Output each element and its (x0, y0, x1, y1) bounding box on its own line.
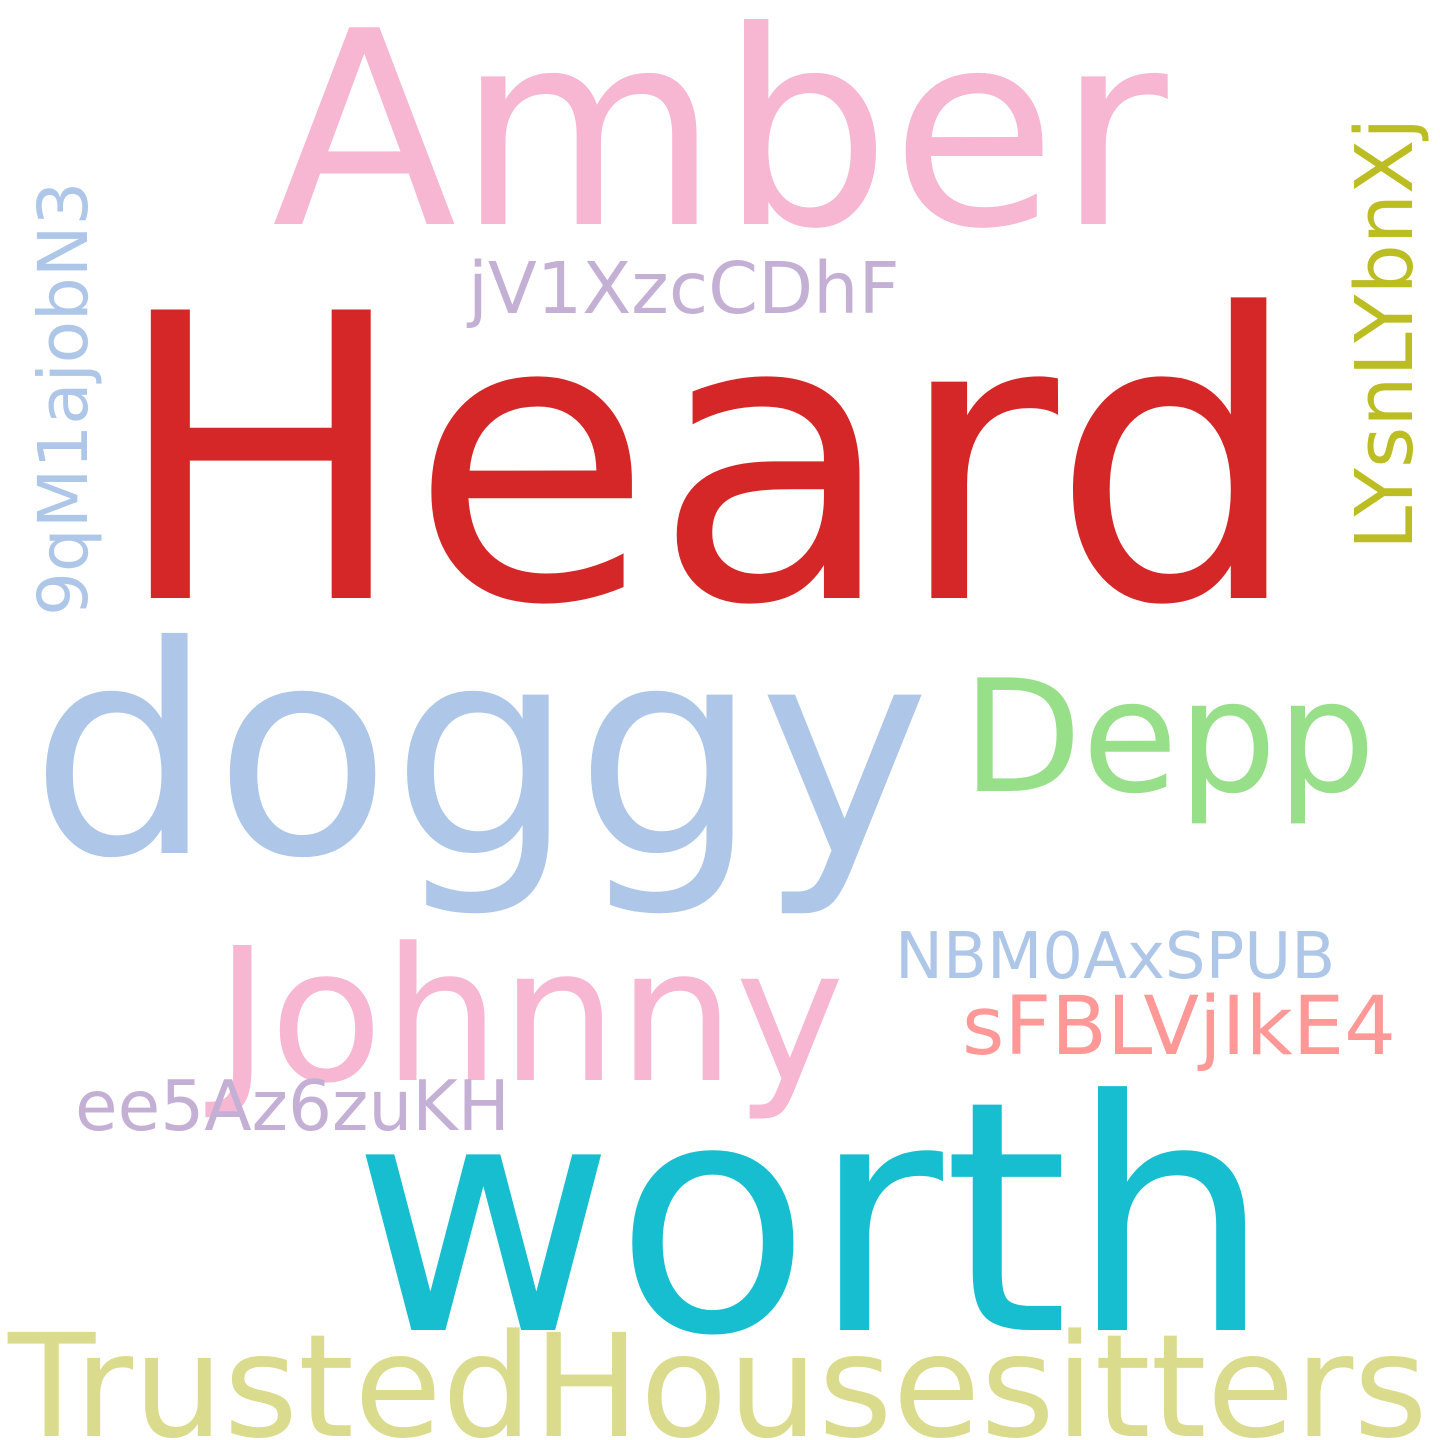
word-worth: worth (352, 1031, 1273, 1406)
word-trustedhousesitters: TrustedHousesitters (8, 1302, 1428, 1440)
word-lysnlybnxj: LYsnLYbnXj (1338, 117, 1431, 550)
word-johnny: Johnny (215, 907, 845, 1124)
word-doggy: doggy (30, 584, 931, 922)
word-jv1xzccdhf: jV1XzcCDhF (468, 247, 900, 331)
word-heard: Heard (112, 232, 1303, 693)
word-amber: Amber (272, 0, 1168, 288)
word-9qm1ajobn3: 9qM1ajobN3 (24, 181, 104, 616)
word-ee5az6zukh: ee5Az6zuKH (75, 1066, 510, 1147)
word-sfblvjike4: sFBLVjIkE4 (962, 978, 1396, 1074)
word-depp: Depp (962, 646, 1376, 829)
word-nbm0axspub: NBM0AxSPUB (895, 918, 1336, 994)
